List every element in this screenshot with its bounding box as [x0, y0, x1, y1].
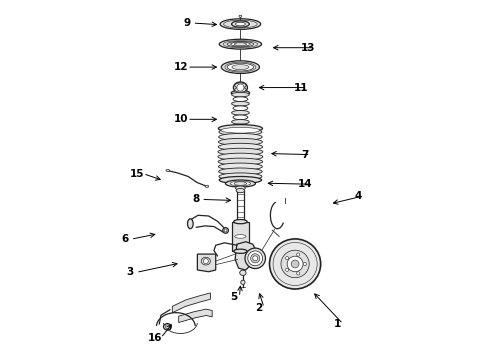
Text: 1: 1	[334, 319, 341, 329]
Ellipse shape	[220, 19, 261, 30]
Ellipse shape	[253, 256, 258, 261]
Ellipse shape	[221, 127, 260, 133]
Ellipse shape	[286, 257, 289, 260]
Text: 7: 7	[301, 150, 309, 159]
Ellipse shape	[234, 182, 247, 185]
Text: 9: 9	[183, 18, 190, 28]
Ellipse shape	[219, 173, 262, 180]
Ellipse shape	[232, 92, 249, 97]
Ellipse shape	[235, 83, 246, 88]
Text: 8: 8	[192, 194, 199, 204]
Ellipse shape	[236, 189, 245, 193]
Ellipse shape	[287, 256, 303, 272]
Ellipse shape	[270, 239, 320, 289]
Ellipse shape	[218, 148, 263, 155]
Ellipse shape	[164, 324, 171, 330]
Text: 10: 10	[174, 114, 189, 124]
Ellipse shape	[230, 181, 251, 186]
Ellipse shape	[234, 220, 247, 224]
Ellipse shape	[303, 262, 307, 266]
Polygon shape	[179, 309, 212, 323]
Text: 6: 6	[122, 234, 129, 244]
Ellipse shape	[291, 260, 299, 268]
Ellipse shape	[225, 180, 255, 187]
Text: 13: 13	[301, 43, 316, 53]
Ellipse shape	[251, 254, 260, 263]
Polygon shape	[235, 242, 256, 270]
Ellipse shape	[224, 229, 227, 232]
Ellipse shape	[232, 126, 249, 130]
Ellipse shape	[240, 270, 246, 275]
Ellipse shape	[166, 170, 170, 171]
Ellipse shape	[227, 41, 254, 47]
Ellipse shape	[233, 97, 248, 102]
Ellipse shape	[219, 138, 263, 145]
Ellipse shape	[232, 111, 249, 115]
Ellipse shape	[234, 249, 247, 253]
Ellipse shape	[221, 61, 260, 73]
Text: 11: 11	[294, 82, 309, 93]
Text: 15: 15	[130, 168, 145, 179]
Ellipse shape	[188, 219, 193, 229]
Ellipse shape	[232, 102, 249, 106]
Ellipse shape	[245, 248, 266, 269]
Ellipse shape	[236, 186, 245, 190]
Ellipse shape	[219, 168, 262, 175]
Ellipse shape	[231, 90, 249, 95]
Ellipse shape	[233, 115, 248, 120]
Ellipse shape	[219, 129, 262, 136]
Ellipse shape	[235, 87, 246, 92]
Ellipse shape	[237, 84, 244, 91]
Ellipse shape	[219, 176, 262, 184]
Ellipse shape	[296, 253, 300, 256]
Ellipse shape	[233, 106, 248, 111]
Ellipse shape	[281, 250, 309, 278]
Ellipse shape	[232, 120, 249, 124]
Ellipse shape	[248, 251, 263, 266]
Ellipse shape	[235, 235, 246, 238]
Text: 4: 4	[354, 191, 362, 201]
Text: 14: 14	[297, 179, 312, 189]
Ellipse shape	[232, 65, 249, 69]
Ellipse shape	[165, 325, 170, 329]
Ellipse shape	[219, 39, 262, 49]
Ellipse shape	[233, 82, 247, 93]
Ellipse shape	[227, 63, 254, 71]
Bar	[232, 222, 249, 251]
Ellipse shape	[233, 124, 248, 129]
Text: 16: 16	[148, 333, 162, 343]
Ellipse shape	[201, 257, 210, 265]
Ellipse shape	[231, 42, 250, 46]
Ellipse shape	[286, 268, 289, 271]
Text: 3: 3	[127, 267, 134, 278]
Ellipse shape	[223, 228, 228, 233]
Text: 12: 12	[174, 62, 189, 72]
Ellipse shape	[218, 158, 263, 165]
Ellipse shape	[296, 272, 300, 275]
Ellipse shape	[236, 22, 245, 26]
Ellipse shape	[218, 153, 263, 160]
Ellipse shape	[241, 280, 245, 284]
Ellipse shape	[203, 259, 208, 264]
Ellipse shape	[219, 163, 263, 170]
Ellipse shape	[239, 15, 242, 17]
Polygon shape	[172, 293, 210, 312]
Ellipse shape	[234, 43, 246, 46]
Text: 5: 5	[230, 292, 237, 302]
Text: 2: 2	[255, 303, 262, 313]
Ellipse shape	[218, 143, 263, 150]
Polygon shape	[197, 254, 216, 272]
Ellipse shape	[219, 134, 262, 140]
Ellipse shape	[219, 125, 263, 132]
Ellipse shape	[205, 185, 209, 188]
Ellipse shape	[232, 21, 249, 27]
